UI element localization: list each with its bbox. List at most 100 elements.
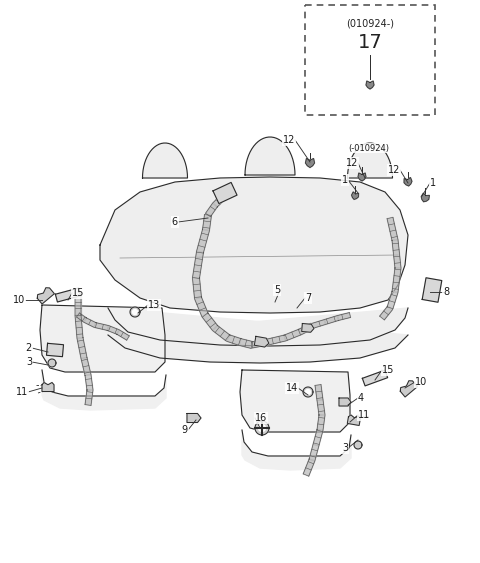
Polygon shape: [75, 295, 81, 315]
Polygon shape: [130, 307, 140, 317]
Text: (010924-): (010924-): [346, 19, 394, 29]
Polygon shape: [143, 143, 188, 178]
Polygon shape: [392, 267, 401, 292]
Polygon shape: [195, 297, 208, 316]
Polygon shape: [354, 441, 362, 449]
Text: 8: 8: [443, 287, 449, 297]
Text: 10: 10: [13, 295, 25, 305]
Text: 14: 14: [286, 383, 298, 393]
Polygon shape: [192, 278, 202, 298]
Text: 16: 16: [255, 413, 267, 423]
Text: 2: 2: [26, 343, 32, 353]
Polygon shape: [202, 313, 218, 330]
Polygon shape: [187, 413, 201, 422]
Polygon shape: [40, 305, 165, 372]
Polygon shape: [311, 320, 326, 328]
Text: 11: 11: [16, 387, 28, 397]
Polygon shape: [259, 425, 265, 431]
Text: 1: 1: [342, 175, 348, 185]
Polygon shape: [47, 343, 63, 357]
Polygon shape: [254, 336, 269, 347]
Polygon shape: [315, 385, 323, 400]
Polygon shape: [337, 312, 350, 320]
Polygon shape: [387, 217, 398, 240]
Polygon shape: [37, 288, 54, 304]
Polygon shape: [227, 334, 241, 345]
Polygon shape: [303, 459, 315, 476]
Text: 7: 7: [305, 293, 311, 303]
Polygon shape: [213, 196, 224, 207]
Polygon shape: [108, 308, 408, 363]
Polygon shape: [252, 339, 268, 348]
Polygon shape: [81, 358, 91, 376]
Polygon shape: [400, 381, 417, 397]
Polygon shape: [95, 323, 108, 330]
Polygon shape: [358, 173, 366, 181]
Text: 10: 10: [415, 377, 427, 387]
Text: 3: 3: [342, 443, 348, 453]
Polygon shape: [387, 291, 398, 309]
Polygon shape: [107, 325, 119, 334]
Polygon shape: [339, 398, 351, 406]
Polygon shape: [324, 316, 339, 324]
Polygon shape: [203, 215, 212, 230]
Polygon shape: [42, 370, 166, 410]
Polygon shape: [239, 338, 253, 348]
Text: 6: 6: [172, 217, 178, 227]
Text: 3: 3: [26, 357, 32, 367]
Polygon shape: [305, 390, 311, 395]
Polygon shape: [42, 382, 54, 391]
Text: 15: 15: [382, 365, 395, 375]
Polygon shape: [48, 359, 56, 367]
Polygon shape: [213, 182, 237, 204]
Text: 11: 11: [358, 410, 370, 420]
Text: 12: 12: [388, 165, 400, 175]
Polygon shape: [352, 192, 359, 199]
Polygon shape: [305, 159, 314, 168]
Polygon shape: [85, 390, 93, 405]
Polygon shape: [132, 310, 137, 315]
Polygon shape: [392, 240, 401, 269]
Polygon shape: [100, 177, 408, 313]
Text: 12: 12: [346, 158, 358, 168]
Polygon shape: [205, 203, 217, 217]
Polygon shape: [245, 137, 295, 175]
Text: 9: 9: [182, 425, 188, 435]
Polygon shape: [117, 330, 129, 340]
Polygon shape: [301, 324, 314, 332]
Polygon shape: [421, 193, 430, 202]
Polygon shape: [422, 278, 442, 302]
Polygon shape: [213, 325, 230, 341]
Text: 5: 5: [274, 285, 280, 295]
Text: (-010924): (-010924): [348, 144, 389, 153]
Polygon shape: [366, 81, 374, 89]
Polygon shape: [75, 315, 83, 338]
Polygon shape: [76, 313, 86, 322]
Polygon shape: [317, 414, 325, 430]
Polygon shape: [255, 421, 269, 435]
Polygon shape: [192, 252, 204, 279]
Text: 15: 15: [72, 288, 84, 298]
Polygon shape: [197, 229, 209, 253]
Polygon shape: [267, 335, 286, 345]
Text: 17: 17: [358, 34, 383, 52]
Polygon shape: [380, 306, 392, 320]
Polygon shape: [77, 337, 87, 359]
Polygon shape: [221, 190, 233, 200]
Polygon shape: [240, 370, 350, 432]
Polygon shape: [313, 429, 323, 446]
Polygon shape: [317, 400, 325, 415]
Text: 13: 13: [148, 300, 160, 310]
Polygon shape: [348, 143, 393, 178]
Polygon shape: [85, 374, 93, 390]
Polygon shape: [404, 177, 412, 186]
Polygon shape: [309, 444, 319, 461]
Polygon shape: [299, 323, 313, 334]
Polygon shape: [348, 415, 360, 426]
Text: 1: 1: [430, 178, 436, 188]
Polygon shape: [242, 430, 351, 470]
Polygon shape: [84, 318, 96, 327]
Polygon shape: [362, 370, 388, 386]
Polygon shape: [284, 329, 301, 341]
Text: 12: 12: [283, 135, 295, 145]
